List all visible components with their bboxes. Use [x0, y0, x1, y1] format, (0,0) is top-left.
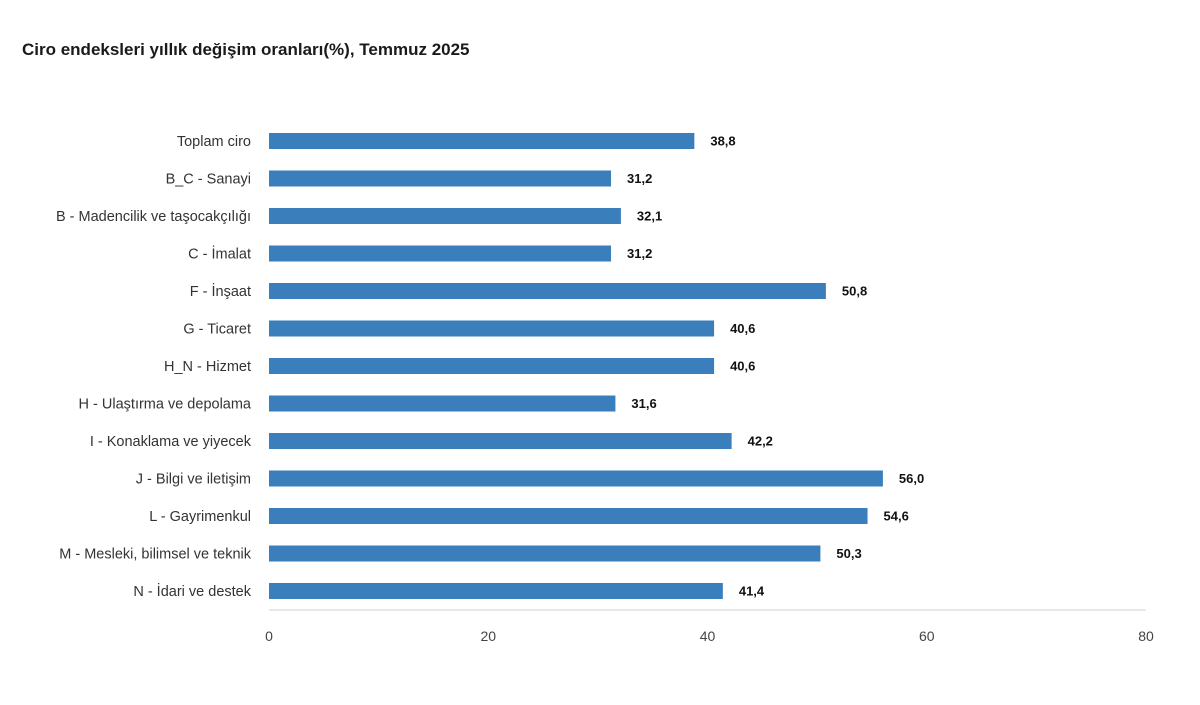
value-labels: 38,8 31,2 32,1 31,2 50,8 40,6 40,6 31,6 42,2 56,0… — [627, 134, 924, 599]
data-label: 54,6 — [884, 509, 909, 524]
bar — [269, 208, 621, 224]
category-label: I - Konaklama ve yiyecek — [90, 434, 252, 450]
x-tick-label: 20 — [480, 628, 496, 644]
x-tick-label: 0 — [265, 628, 273, 644]
category-label: B - Madencilik ve taşocakçılığı — [56, 209, 251, 225]
bar — [269, 320, 715, 337]
bar — [269, 545, 821, 562]
category-label: N - İdari ve destek — [133, 582, 251, 600]
data-label: 31,6 — [631, 396, 656, 411]
bar — [269, 245, 612, 262]
category-label: C - İmalat — [188, 245, 251, 263]
bar — [269, 433, 732, 449]
data-label: 56,0 — [899, 471, 924, 486]
data-label: 31,2 — [627, 246, 652, 261]
data-label: 38,8 — [710, 134, 735, 149]
x-tick-label: 40 — [700, 628, 716, 644]
x-tick-labels: 0 20 40 60 80 — [265, 628, 1154, 644]
category-label: H_N - Hizmet — [164, 359, 251, 375]
bar — [269, 395, 616, 412]
bar — [269, 170, 612, 187]
data-label: 31,2 — [627, 171, 652, 186]
category-label: B_C - Sanayi — [166, 172, 251, 188]
data-label: 40,6 — [730, 321, 755, 336]
category-label: L - Gayrimenkul — [149, 509, 251, 525]
category-labels: Toplam ciro B_C - Sanayi B - Madencilik ve… — [56, 134, 252, 600]
data-label: 50,8 — [842, 284, 867, 299]
category-label: H - Ulaştırma ve depolama — [79, 397, 252, 413]
x-tick-label: 60 — [919, 628, 935, 644]
category-label: Toplam ciro — [177, 134, 251, 150]
bars-layer — [269, 133, 883, 599]
bar — [269, 358, 715, 374]
category-label: J - Bilgi ve iletişim — [136, 472, 251, 488]
category-label: M - Mesleki, bilimsel ve teknik — [59, 547, 252, 563]
category-label: F - İnşaat — [190, 282, 251, 300]
bar — [269, 283, 826, 299]
data-label: 32,1 — [637, 209, 662, 224]
bar — [269, 508, 868, 524]
data-label: 40,6 — [730, 359, 755, 374]
data-label: 42,2 — [748, 434, 773, 449]
x-tick-label: 80 — [1138, 628, 1154, 644]
category-label: G - Ticaret — [183, 322, 251, 338]
bar — [269, 470, 883, 487]
chart-title: Ciro endeksleri yıllık değişim oranları(… — [22, 40, 470, 59]
bar — [269, 133, 695, 149]
data-label: 50,3 — [836, 546, 861, 561]
data-label: 41,4 — [739, 584, 765, 599]
bar — [269, 583, 723, 599]
